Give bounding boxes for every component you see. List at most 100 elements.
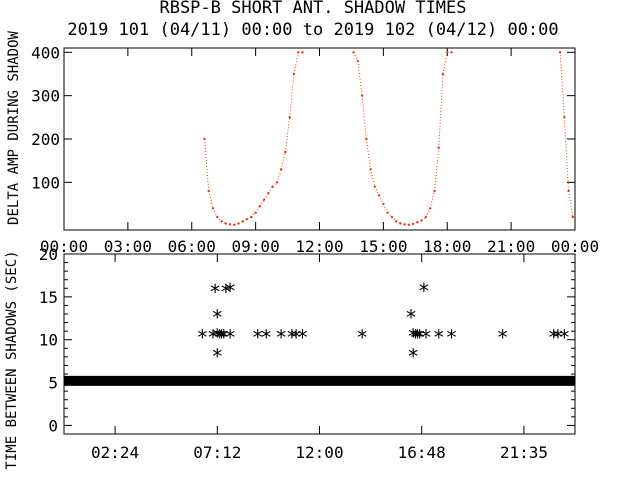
bottom-y-tick-label: 10 [39,331,58,350]
bottom-data-point: * [498,325,508,349]
bottom-x-tick-label: 21:35 [500,443,548,462]
bottom-x-axis: 02:24 07:12 12:00 16:48 21:35 [91,254,548,462]
bottom-data-point: * [208,325,218,349]
bottom-data-point: * [217,325,227,349]
top-data-point [571,215,575,219]
top-trace-segment [280,151,286,170]
bottom-data-point: * [214,325,224,349]
bottom-data-point: * [406,306,416,330]
bottom-data-point: * [549,325,559,349]
top-trace-segment [382,203,389,213]
bottom-x-tick-label: 02:24 [91,443,139,462]
bottom-x-tick-label: 12:00 [295,443,343,462]
top-trace-segment [563,117,570,192]
top-x-tick-label: 12:00 [295,237,343,256]
top-trace-segment [425,208,431,218]
chart-title: RBSP-B SHORT ANT. SHADOW TIMES [159,0,466,18]
bottom-data-point: * [421,325,431,349]
top-trace-segment [438,73,444,148]
bottom-y-axis: 0 5 10 15 20 [39,245,575,435]
top-data-points [203,51,575,226]
bottom-data-point: * [225,325,235,349]
top-trace-segment [212,208,218,218]
top-x-tick-label: 03:00 [104,237,152,256]
bottom-data-point: * [291,325,301,349]
top-plot-frame [63,47,576,231]
bottom-data-point: * [219,325,229,349]
bottom-data-point: * [412,325,422,349]
top-y-tick-label: 200 [31,130,60,149]
top-y-tick-label: 400 [31,43,60,62]
top-data-point [386,211,389,214]
bottom-baseline-fill [64,375,575,386]
top-data-point [403,223,406,226]
top-trace-segment [216,216,222,222]
top-x-axis: 00:00 03:00 06:00 09:00 12:00 15:00 18:00 21:00… [40,48,599,256]
top-trace-segment [568,190,574,218]
top-trace-segment [255,205,261,213]
bottom-data-points: * ************* * *** ********* * * * *** [197,279,569,368]
top-data-point [450,51,453,54]
bottom-y-tick-label: 5 [48,374,58,393]
top-x-tick-label: 18:00 [423,237,471,256]
bottom-data-point: * [287,325,297,349]
top-trace-segment [284,117,291,153]
top-y-axis: 100 200 300 400 [31,43,575,192]
top-data-point [284,150,287,154]
top-data-point [288,116,291,119]
bottom-y-tick-label: 15 [39,288,58,307]
top-trace-segment [361,95,367,140]
bottom-data-point: * [212,306,222,330]
top-trace-segment [433,147,440,192]
top-trace-segment [267,186,274,194]
bottom-baseline-band [64,375,575,386]
top-data-point [297,51,300,54]
top-trace-segment [370,169,376,187]
top-trace-segment [559,52,565,118]
top-x-tick-label: 15:00 [359,237,407,256]
top-x-tick-label: 00:00 [551,237,599,256]
top-trace-segment [365,138,372,170]
bottom-data-point: * [553,325,563,349]
top-y-axis-label: DELTA AMP DURING SHADOW [6,31,22,225]
bottom-data-point: * [357,325,367,349]
bottom-data-point: * [276,325,286,349]
top-trace-segment [357,60,363,96]
top-trace-segment [391,216,397,222]
bottom-data-point: * [408,344,418,368]
bottom-data-point: * [419,279,429,303]
top-trace-segment [421,216,427,221]
bottom-data-point: * [197,325,207,349]
bottom-data-point: * [212,325,222,349]
bottom-y-tick-label: 0 [48,416,58,435]
top-trace-segment [293,52,299,75]
top-y-tick-label: 100 [31,173,60,192]
bottom-data-point: * [415,325,425,349]
bottom-data-point: * [408,325,418,349]
top-trace-segment [276,169,282,183]
top-x-tick-label: 21:00 [487,237,535,256]
bottom-y-tick-label: 20 [39,245,58,264]
bottom-data-point: * [297,325,307,349]
top-trace-segment [263,192,269,200]
bottom-data-point: * [225,279,235,303]
bottom-data-point: * [559,325,569,349]
bottom-data-point: * [434,325,444,349]
top-x-tick-label: 00:00 [40,237,88,256]
top-panel: 100 200 300 400 00:00 03:00 06:00 09:00 12:00 15… [31,43,599,256]
top-data-point [301,51,304,54]
bottom-x-tick-label: 16:48 [398,443,446,462]
top-trace-segment [387,212,393,218]
top-data-point [433,189,436,193]
top-trace-segment [289,73,295,118]
top-trace-segment [272,181,278,188]
bottom-data-point: * [210,280,220,304]
bottom-data-point: * [212,344,222,368]
bottom-data-point: * [447,325,457,349]
top-trace-segment [374,186,380,196]
bottom-data-point: * [221,280,231,304]
top-x-tick-label: 09:00 [232,237,280,256]
top-trace-segment [259,199,265,207]
